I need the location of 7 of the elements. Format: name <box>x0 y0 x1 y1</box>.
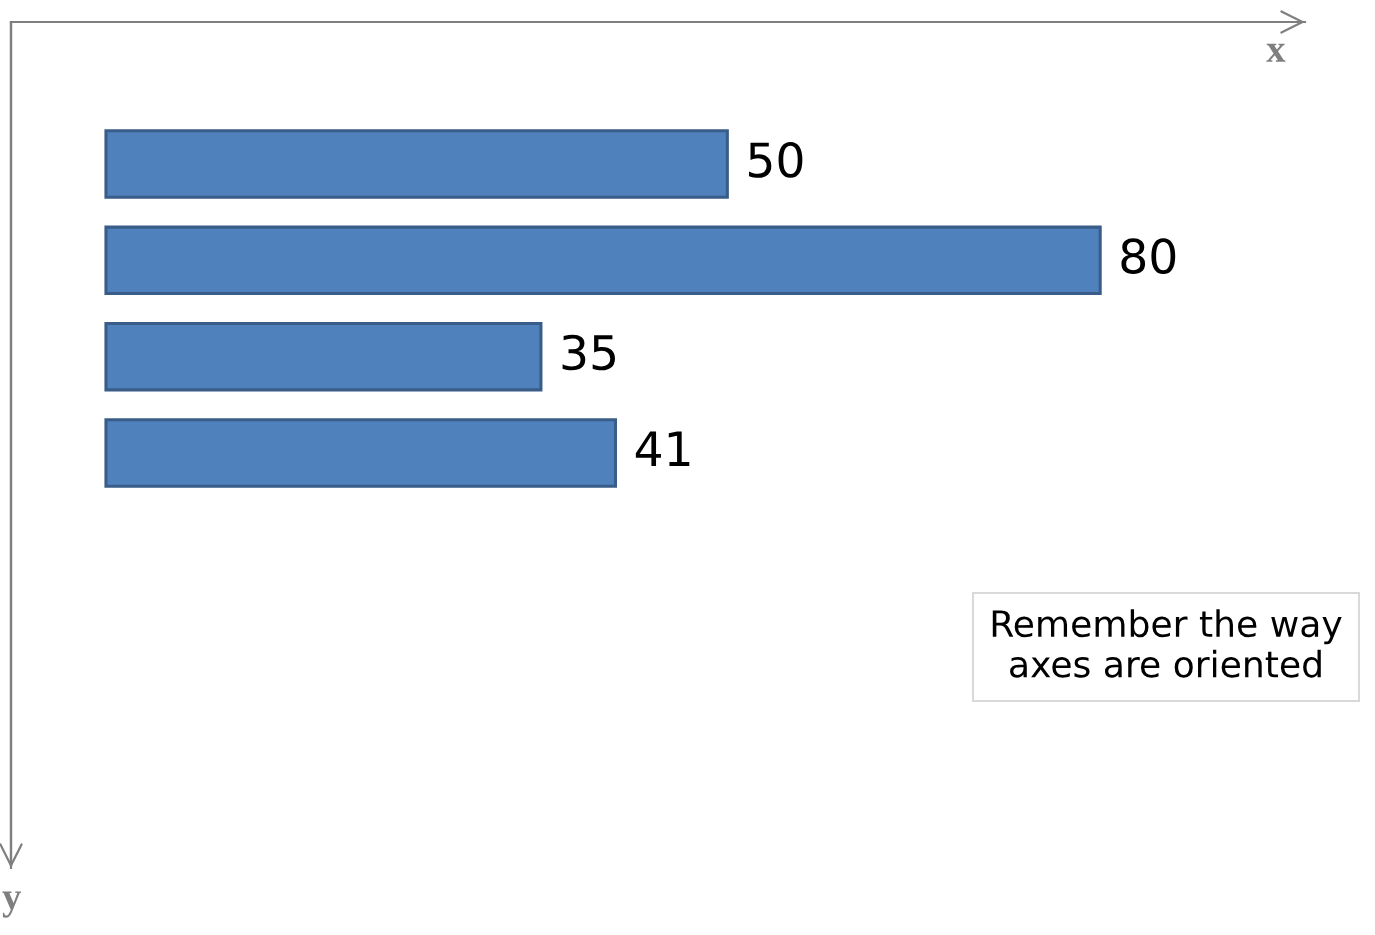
data-label: 80 <box>1121 238 1176 275</box>
x-axis-title: x <box>1266 43 1286 62</box>
data-label: 35 <box>562 334 615 371</box>
text: y <box>2 891 22 918</box>
data-label: 50 <box>749 142 803 178</box>
data-label: 41 <box>635 431 690 466</box>
text: Remember the way axes are oriented <box>992 609 1342 678</box>
